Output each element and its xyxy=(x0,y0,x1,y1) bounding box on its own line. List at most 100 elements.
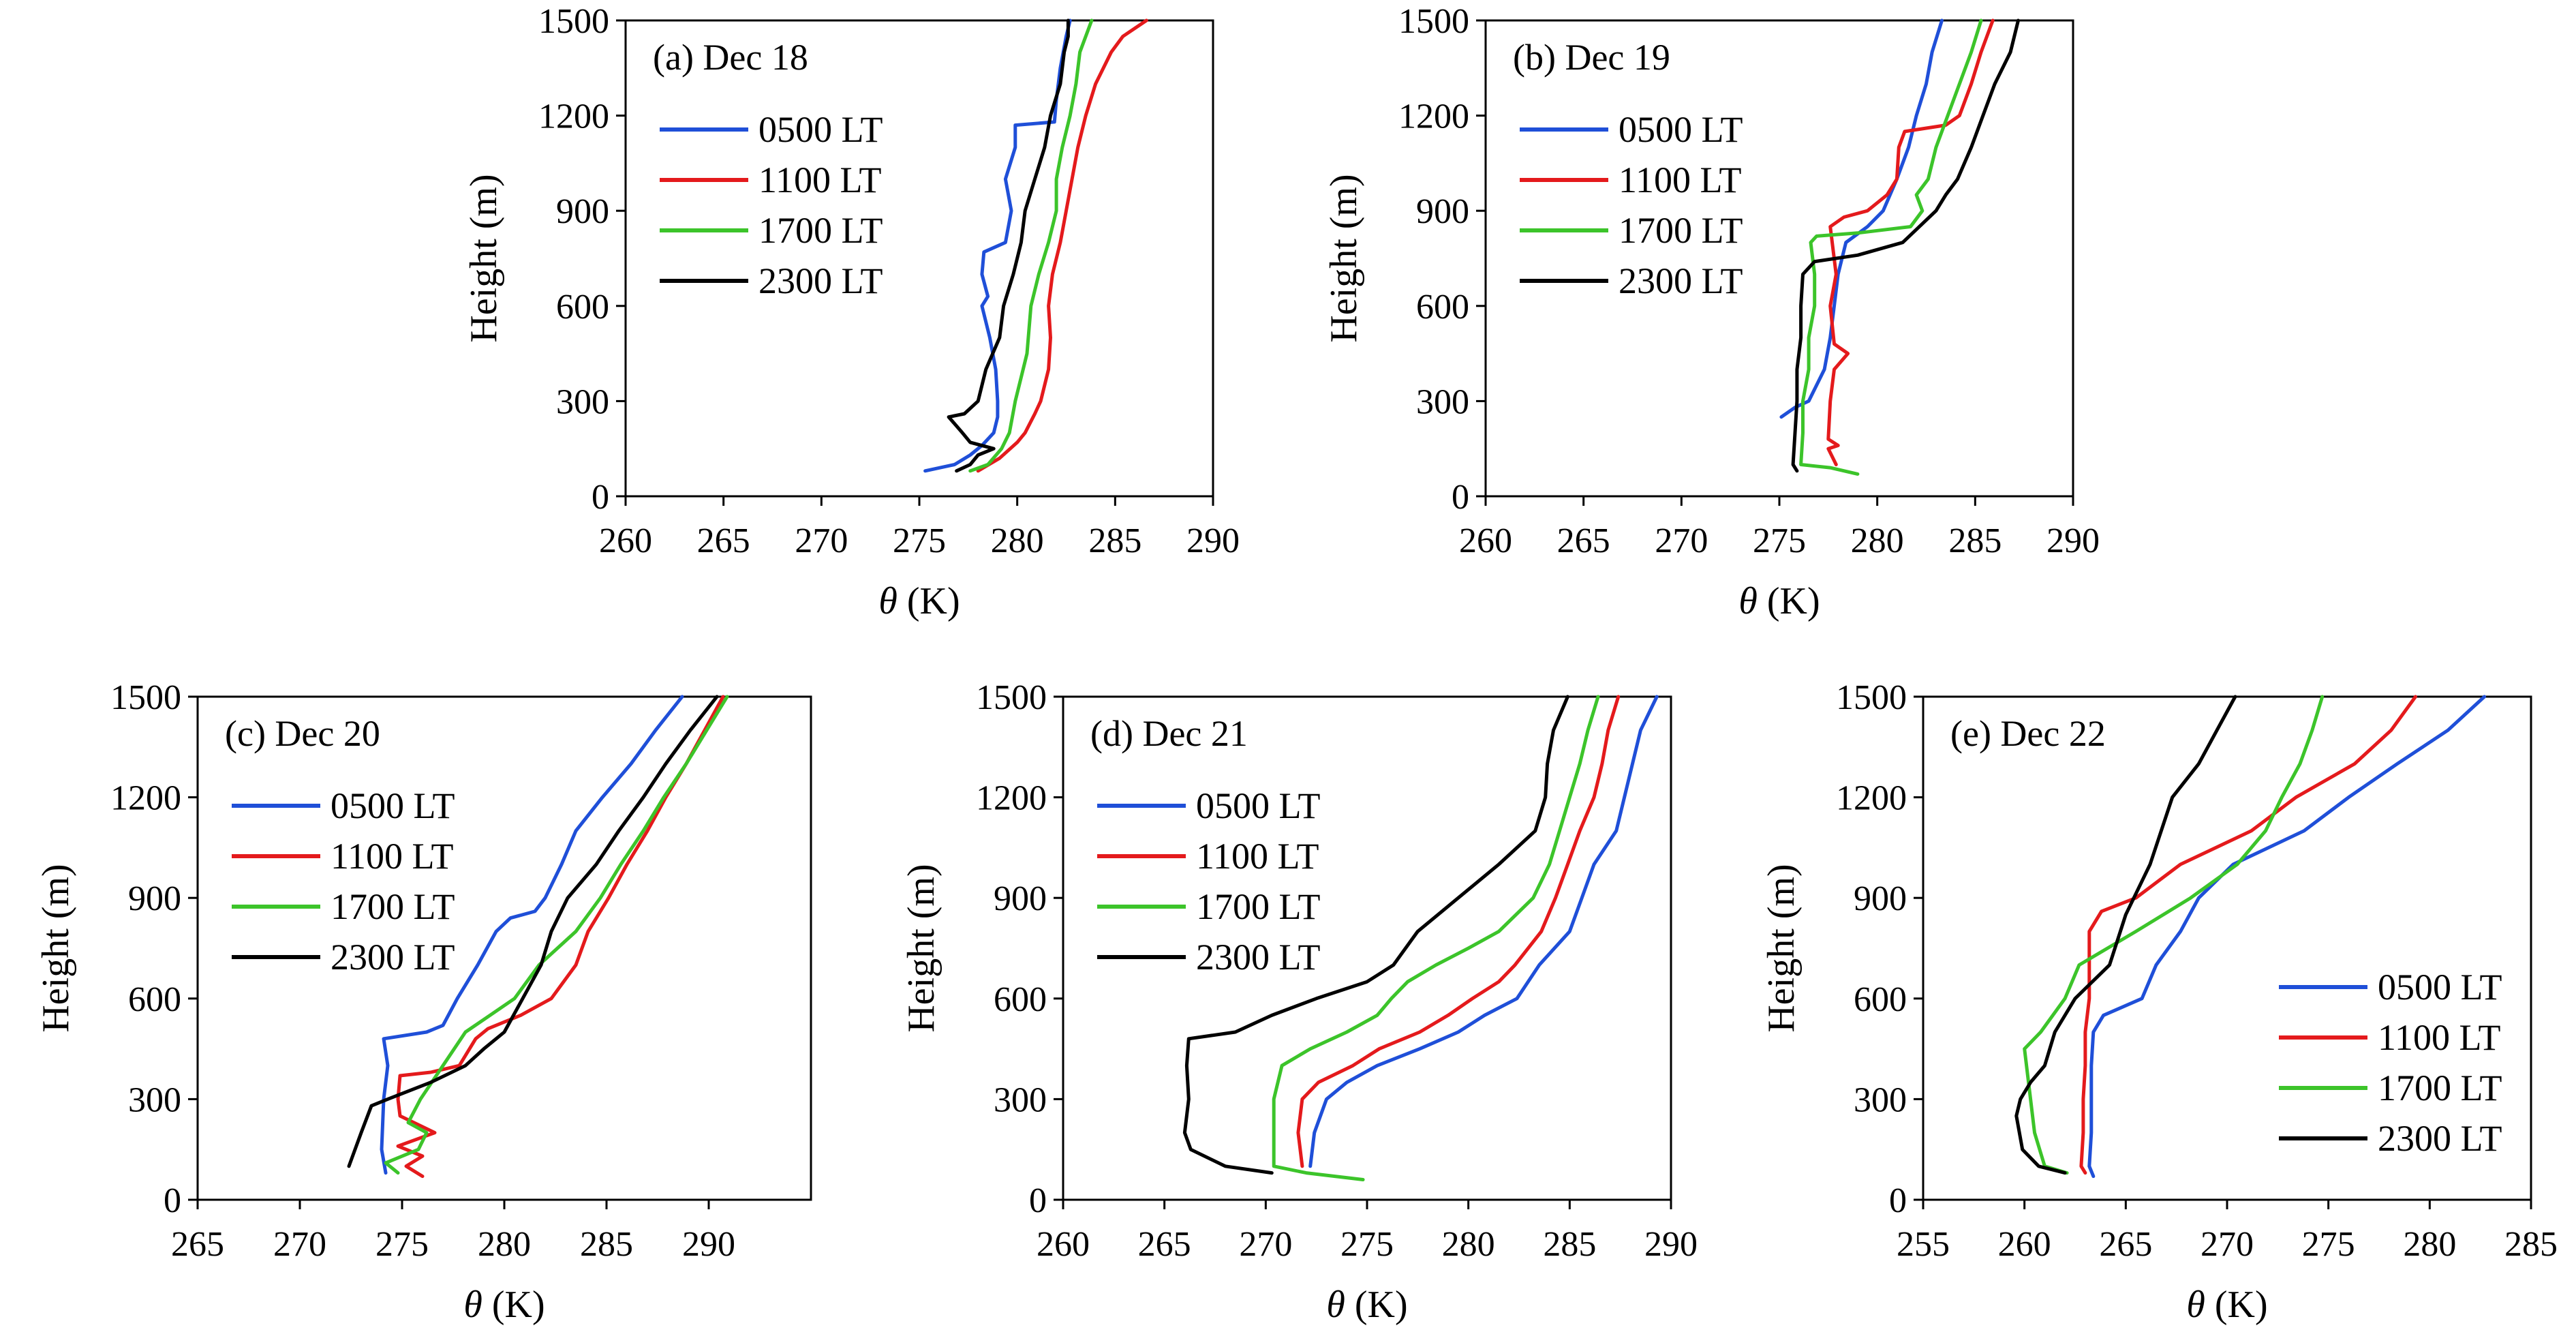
y-tick-label: 1200 xyxy=(538,97,609,136)
x-axis-symbol: θ xyxy=(1326,1284,1345,1326)
y-tick-label: 1500 xyxy=(1398,2,1469,41)
y-tick-label: 900 xyxy=(128,879,181,918)
legend: 0500 LT 1100 LT 1700 LT 2300 LT xyxy=(2279,967,2502,1159)
series-line-1100-lt xyxy=(976,18,1148,473)
x-tick-label: 290 xyxy=(1186,521,1240,560)
x-tick-label: 275 xyxy=(1753,521,1806,560)
y-tick-label: 600 xyxy=(994,980,1047,1019)
series-line-0500-lt xyxy=(1308,695,1659,1168)
series-line-1700-lt xyxy=(1272,695,1600,1181)
panel-title: (a) Dec 18 xyxy=(653,37,808,78)
y-tick-label: 1200 xyxy=(976,779,1047,818)
x-tick-label: 280 xyxy=(1442,1225,1495,1264)
x-tick-label: 260 xyxy=(599,521,652,560)
x-axis-label: θ (K) xyxy=(1326,1284,1407,1326)
y-tick-label: 1200 xyxy=(1836,779,1907,818)
chart-panel-1: 260 265 270 275 280 285 290 0 300 600 900 1200 1500 θ… xyxy=(463,2,1240,622)
y-tick-label: 600 xyxy=(128,980,181,1019)
series-line-1100-lt xyxy=(2079,695,2417,1175)
series-line-1700-lt xyxy=(384,695,729,1175)
panel-title: (d) Dec 21 xyxy=(1090,713,1248,754)
chart-panel-5: 255 260 265 270 275 280 285 0 300 600 900 1200 1500 θ… xyxy=(1760,678,2558,1326)
y-tick-label: 900 xyxy=(1416,192,1469,231)
series-line-1100-lt xyxy=(1826,18,1995,466)
legend-label: 1700 LT xyxy=(758,210,883,251)
x-axis-label: θ (K) xyxy=(878,580,960,622)
series-line-2300-lt xyxy=(347,695,719,1168)
legend-label: 2300 LT xyxy=(1619,260,1743,301)
y-axis-label: Height (m) xyxy=(900,864,942,1032)
series-line-1100-lt xyxy=(1296,695,1621,1168)
x-axis-symbol: θ xyxy=(2186,1284,2205,1326)
x-axis-symbol: θ xyxy=(878,580,898,622)
x-tick-label: 285 xyxy=(1543,1225,1596,1264)
series-line-2300-lt xyxy=(2014,695,2237,1175)
y-tick-label: 900 xyxy=(994,879,1047,918)
legend: 0500 LT 1100 LT 1700 LT 2300 LT xyxy=(660,109,883,301)
legend-label: 0500 LT xyxy=(2378,967,2502,1008)
x-tick-label: 270 xyxy=(1655,521,1708,560)
legend-label: 2300 LT xyxy=(331,937,455,978)
panel-title: (b) Dec 19 xyxy=(1513,37,1670,78)
legend-label: 1100 LT xyxy=(758,160,882,200)
y-tick-label: 300 xyxy=(128,1080,181,1119)
y-tick-label: 1500 xyxy=(1836,678,1907,717)
y-axis-label: Height (m) xyxy=(463,174,505,342)
y-tick-label: 600 xyxy=(1854,980,1907,1019)
panel-title: (c) Dec 20 xyxy=(225,713,380,754)
x-axis-label: θ (K) xyxy=(2186,1284,2267,1326)
legend-label: 1100 LT xyxy=(1619,160,1742,200)
legend-label: 1100 LT xyxy=(1196,836,1319,877)
x-tick-label: 270 xyxy=(1239,1225,1292,1264)
x-tick-label: 275 xyxy=(1340,1225,1394,1264)
x-tick-label: 285 xyxy=(2504,1225,2558,1264)
x-axis-label: θ (K) xyxy=(463,1284,545,1326)
legend-label: 0500 LT xyxy=(1196,785,1321,826)
series-line-1100-lt xyxy=(396,695,725,1179)
y-tick-label: 0 xyxy=(164,1181,181,1220)
x-tick-label: 270 xyxy=(795,521,848,560)
y-tick-label: 1200 xyxy=(110,779,181,818)
x-tick-label: 265 xyxy=(1138,1225,1191,1264)
panel-title: (e) Dec 22 xyxy=(1950,713,2106,754)
x-axis-label: θ (K) xyxy=(1738,580,1820,622)
x-tick-label: 265 xyxy=(1557,521,1610,560)
y-tick-label: 300 xyxy=(994,1080,1047,1119)
legend-label: 2300 LT xyxy=(1196,937,1321,978)
legend-label: 1700 LT xyxy=(331,886,455,927)
x-axis-symbol: θ xyxy=(463,1284,482,1326)
legend-label: 2300 LT xyxy=(2378,1118,2502,1159)
x-tick-label: 275 xyxy=(2302,1225,2355,1264)
series-line-1700-lt xyxy=(968,18,1094,473)
series-line-0500-lt xyxy=(380,695,684,1175)
y-axis-label: Height (m) xyxy=(35,864,77,1032)
y-tick-label: 600 xyxy=(1416,288,1469,327)
series-line-1700-lt xyxy=(1799,18,1983,476)
series-line-2300-lt xyxy=(1182,695,1569,1175)
y-tick-label: 0 xyxy=(592,478,609,517)
x-tick-label: 280 xyxy=(1851,521,1904,560)
x-tick-label: 280 xyxy=(2403,1225,2456,1264)
x-axis-unit: (K) xyxy=(2205,1284,2268,1326)
y-tick-label: 0 xyxy=(1889,1181,1907,1220)
y-axis-label: Height (m) xyxy=(1323,174,1365,342)
x-tick-label: 255 xyxy=(1897,1225,1950,1264)
x-tick-label: 280 xyxy=(478,1225,531,1264)
legend: 0500 LT 1100 LT 1700 LT 2300 LT xyxy=(232,785,455,978)
x-tick-label: 275 xyxy=(893,521,946,560)
x-tick-label: 265 xyxy=(2099,1225,2152,1264)
chart-panel-3: 265 270 275 280 285 290 0 300 600 900 1200 1500 θ (K… xyxy=(35,678,812,1326)
x-tick-label: 260 xyxy=(1459,521,1512,560)
x-tick-label: 290 xyxy=(2046,521,2100,560)
legend-label: 1100 LT xyxy=(2378,1017,2501,1058)
y-tick-label: 300 xyxy=(1416,382,1469,421)
series-line-0500-lt xyxy=(1779,18,1944,419)
x-tick-label: 285 xyxy=(1948,521,2002,560)
x-tick-label: 260 xyxy=(1037,1225,1090,1264)
legend-label: 2300 LT xyxy=(758,260,883,301)
y-tick-label: 0 xyxy=(1029,1181,1047,1220)
legend-label: 0500 LT xyxy=(1619,109,1743,150)
legend-label: 0500 LT xyxy=(758,109,883,150)
chart-panel-4: 260 265 270 275 280 285 290 0 300 600 900 1200 1500 θ… xyxy=(900,678,1698,1326)
